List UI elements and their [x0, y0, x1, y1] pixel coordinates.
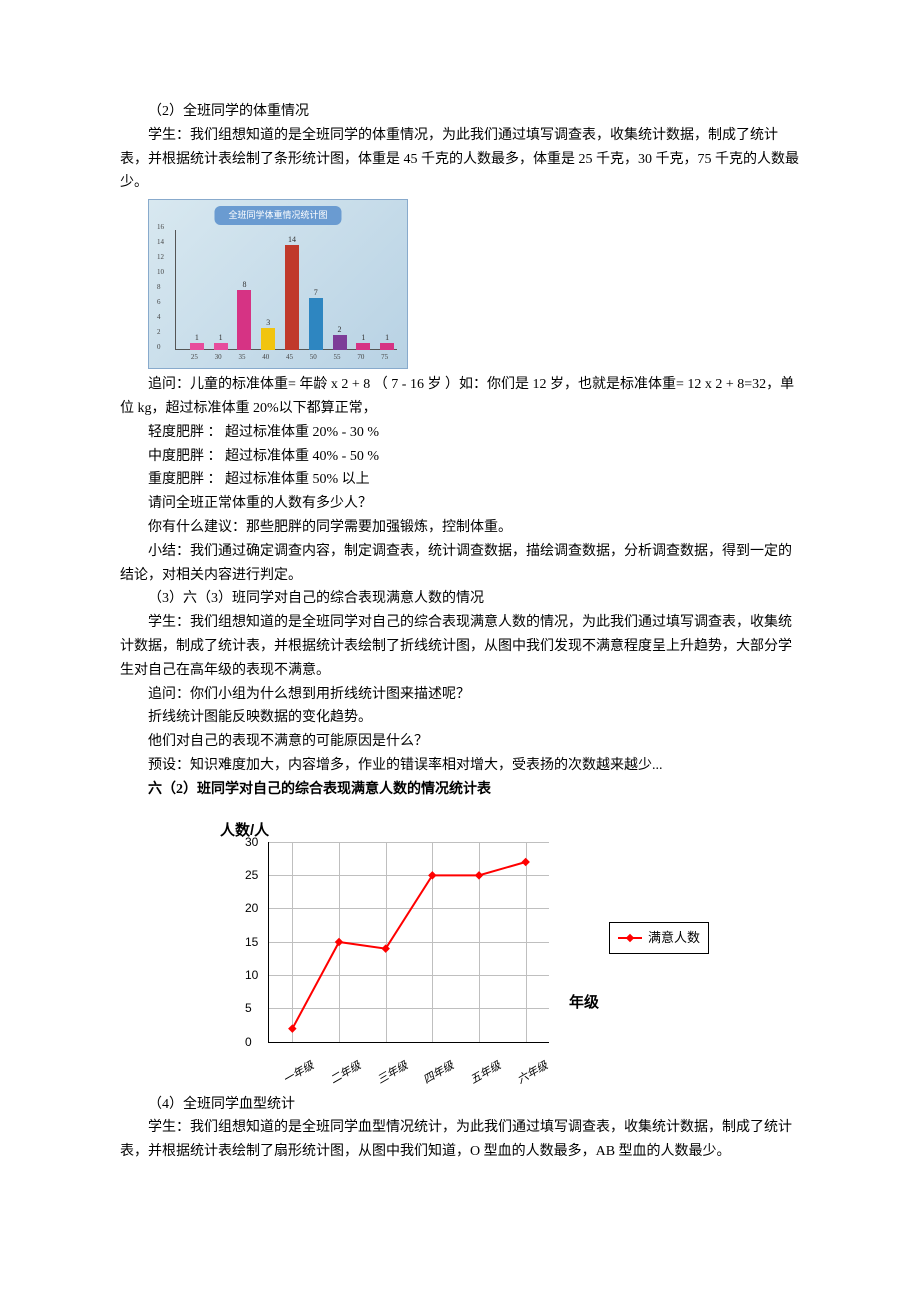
weight-bar: 8 [237, 290, 251, 350]
weight-bar: 1 [214, 343, 228, 351]
section3-student-text: 学生：我们组想知道的是全班同学对自己的综合表现满意人数的情况，为此我们通过填写调… [120, 611, 800, 682]
section3-answer1: 折线统计图能反映数据的变化趋势。 [120, 706, 800, 730]
section4-heading: （4）全班同学血型统计 [120, 1093, 800, 1117]
y-tick: 25 [245, 865, 258, 885]
weight-bar: 3 [261, 328, 275, 351]
line-chart-legend: 满意人数 [609, 922, 709, 954]
section2-question: 请问全班正常体重的人数有多少人？ [120, 492, 800, 516]
obesity-line-2: 重度肥胖 ： 超过标准体重 50% 以上 [120, 468, 800, 492]
y-tick: 10 [245, 965, 258, 985]
obesity-line-1: 中度肥胖 ： 超过标准体重 40% - 50 % [120, 445, 800, 469]
line-chart-plot-area: 满意人数 年级 051015202530一年级二年级三年级四年级五年级六年级 [268, 842, 549, 1043]
section3-chart-title: 六（2）班同学对自己的综合表现满意人数的情况统计表 [120, 778, 800, 802]
weight-bar-chart-photo: 全班同学体重情况统计图 1183147211 02468101214162530… [148, 199, 408, 369]
x-axis-label: 年级 [569, 990, 599, 1016]
weight-bar: 2 [333, 335, 347, 350]
weight-chart-title: 全班同学体重情况统计图 [214, 206, 341, 225]
section2-student-text: 学生：我们组想知道的是全班同学的体重情况，为此我们通过填写调查表，收集统计数据，… [120, 124, 800, 195]
weight-bar: 1 [190, 343, 204, 351]
section2-summary: 小结：我们通过确定调查内容，制定调查表，统计调查数据，描绘调查数据，分析调查数据… [120, 540, 800, 588]
legend-marker [626, 933, 634, 941]
satisfaction-line-chart: 人数/人 满意人数 年级 051015202530一年级二年级三年级四年级五年级… [240, 842, 740, 1043]
section3-followup2: 他们对自己的表现不满意的可能原因是什么？ [120, 730, 800, 754]
weight-chart-bars: 1 1 83 1472 1 1 [185, 230, 397, 350]
legend-line-sample [618, 937, 642, 939]
weight-chart-y-axis [175, 230, 176, 350]
y-tick: 30 [245, 831, 258, 851]
section3-preset: 预设：知识难度加大，内容增多，作业的错误率相对增大，受表扬的次数越来越少... [120, 754, 800, 778]
y-tick: 0 [245, 1031, 252, 1051]
section4-student-text: 学生：我们组想知道的是全班同学血型情况统计，为此我们通过填写调查表，收集统计数据… [120, 1116, 800, 1164]
section2-followup: 追问：儿童的标准体重= 年龄 x 2 + 8 （ 7 - 16 岁 ）如：你们是… [120, 373, 800, 421]
weight-bar: 7 [309, 298, 323, 351]
legend-label: 满意人数 [648, 927, 700, 949]
section2-heading: （2）全班同学的体重情况 [120, 100, 800, 124]
y-tick: 5 [245, 998, 252, 1018]
section3-heading: （3）六（3）班同学对自己的综合表现满意人数的情况 [120, 587, 800, 611]
section3-followup1: 追问：你们小组为什么想到用折线统计图来描述呢？ [120, 683, 800, 707]
y-tick: 20 [245, 898, 258, 918]
weight-bar: 14 [285, 245, 299, 350]
obesity-line-0: 轻度肥胖 ： 超过标准体重 20% - 30 % [120, 421, 800, 445]
section2-suggestion: 你有什么建议：那些肥胖的同学需要加强锻炼，控制体重。 [120, 516, 800, 540]
weight-bar: 1 [380, 343, 394, 351]
weight-bar: 1 [356, 343, 370, 351]
y-tick: 15 [245, 931, 258, 951]
